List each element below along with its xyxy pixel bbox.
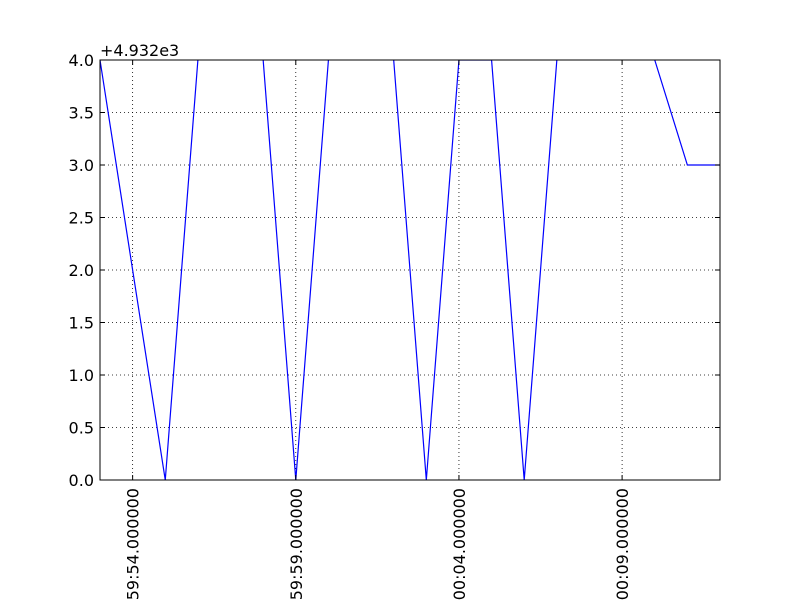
y-tick-label: 3.0 xyxy=(69,156,94,175)
ticks: 0.0 0.5 1.0 1.5 2.0 2.5 3.0 3.5 4.0 59:54.000000 5… xyxy=(69,51,720,600)
y-tick-label: 2.5 xyxy=(69,209,94,228)
y-tick-label: 1.5 xyxy=(69,314,94,333)
y-tick-label: 0.5 xyxy=(69,419,94,438)
y-tick-label: 0.0 xyxy=(69,471,94,490)
x-tick-label: 00:04.000000 xyxy=(450,488,469,600)
y-tick-label: 4.0 xyxy=(69,51,94,70)
y-tick-label: 2.0 xyxy=(69,261,94,280)
x-tick-label: 00:09.000000 xyxy=(613,488,632,600)
y-tick-label: 1.0 xyxy=(69,366,94,385)
y-tick-label: 3.5 xyxy=(69,104,94,123)
x-tick-label: 59:59.000000 xyxy=(287,488,306,600)
data-line xyxy=(100,60,720,480)
plot-area xyxy=(100,60,720,480)
x-tick-label: 59:54.000000 xyxy=(124,488,143,600)
y-offset-label: +4.932e3 xyxy=(100,41,179,60)
